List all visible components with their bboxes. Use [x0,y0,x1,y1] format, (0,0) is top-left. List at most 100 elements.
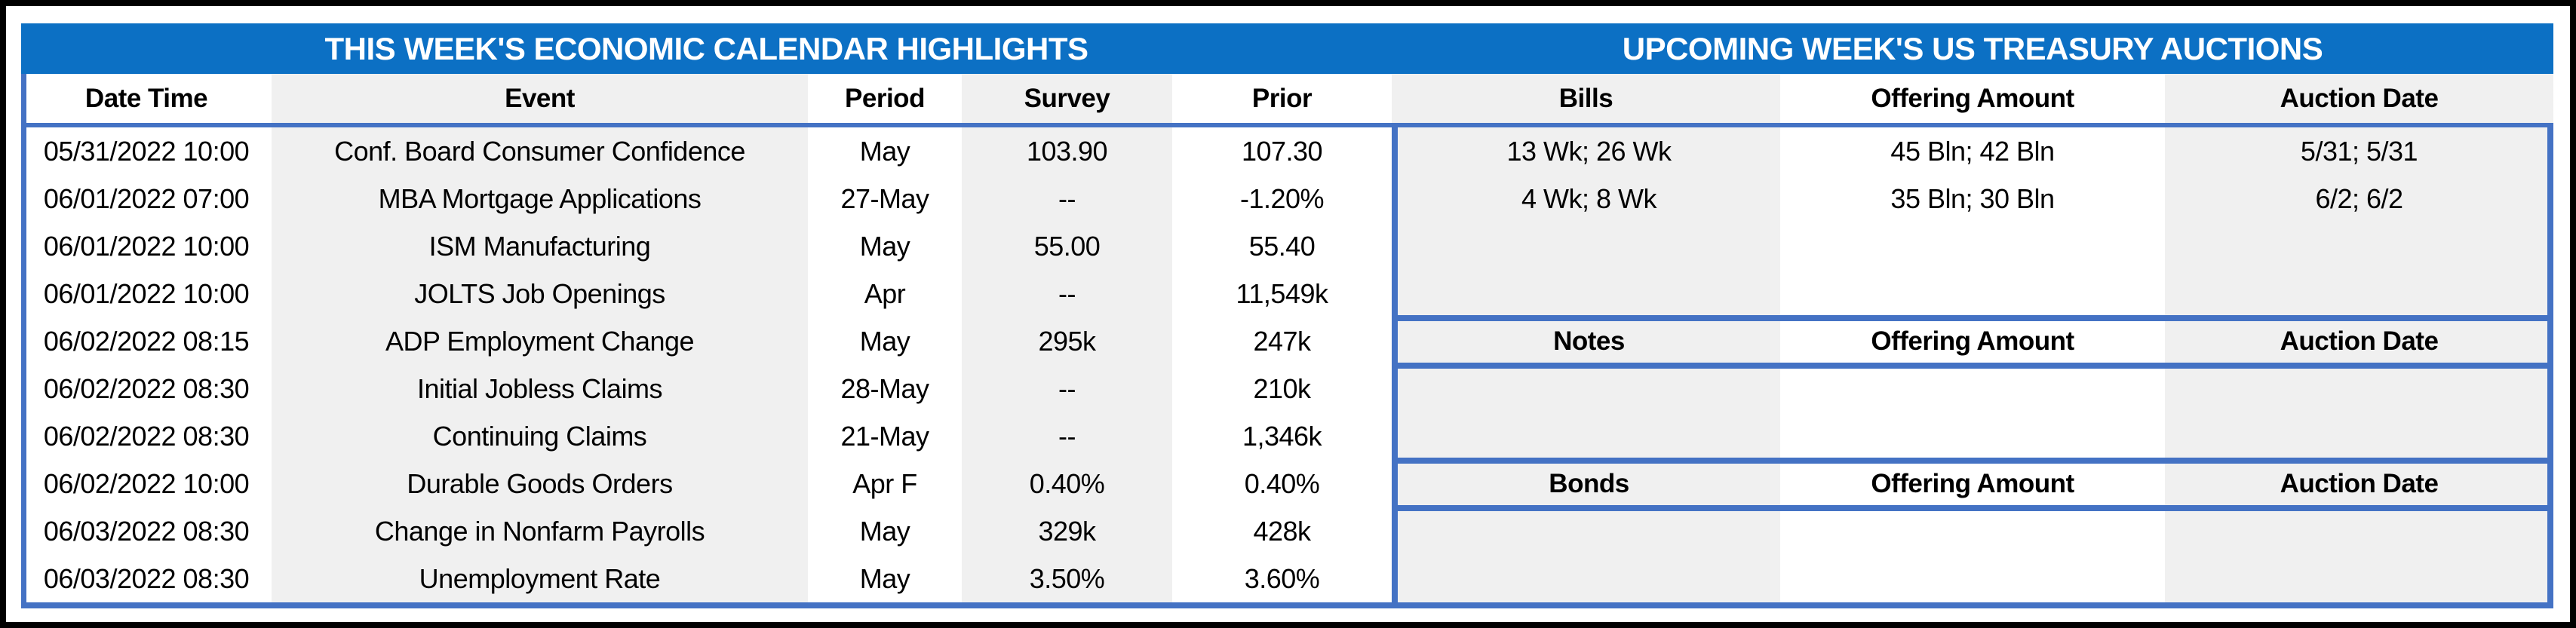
economic-calendar-grid: 05/31/2022 10:00 Conf. Board Consumer Co… [21,127,1392,602]
column-header-row: Date Time Event Period Survey Prior Bill… [21,74,2553,123]
prior-cell: 210k [1172,365,1392,412]
empty-cell [2165,270,2553,317]
prior-cell: 11,549k [1172,270,1392,317]
period-cell: May [808,127,962,175]
event-cell: Continuing Claims [272,412,808,460]
empty-cell [1398,365,1780,412]
survey-cell: -- [962,175,1172,222]
notes-auction-date-header: Auction Date [2165,317,2553,365]
treasury-auctions-grid: 13 Wk; 26 Wk 45 Bln; 42 Bln 5/31; 5/31 4… [1398,127,2553,602]
event-cell: JOLTS Job Openings [272,270,808,317]
bonds-auction-date-header: Auction Date [2165,460,2553,507]
header-event: Event [272,74,808,123]
empty-cell [1398,222,1780,270]
header-offering-amount: Offering Amount [1780,74,2165,123]
header-survey: Survey [962,74,1172,123]
survey-cell: -- [962,270,1172,317]
date-time-cell: 06/02/2022 10:00 [21,460,272,507]
prior-cell: 1,346k [1172,412,1392,460]
header-bills: Bills [1392,74,1780,123]
bills-security-cell: 4 Wk; 8 Wk [1398,175,1780,222]
bills-date-cell: 5/31; 5/31 [2165,127,2553,175]
period-cell: May [808,555,962,602]
period-cell: May [808,222,962,270]
survey-cell: -- [962,365,1172,412]
empty-cell [1398,507,1780,555]
notes-offering-amount-header: Offering Amount [1780,317,2165,365]
survey-cell: -- [962,412,1172,460]
survey-cell: 0.40% [962,460,1172,507]
period-cell: Apr [808,270,962,317]
bonds-offering-amount-header: Offering Amount [1780,460,2165,507]
date-time-cell: 06/01/2022 10:00 [21,270,272,317]
survey-cell: 103.90 [962,127,1172,175]
event-cell: ADP Employment Change [272,317,808,365]
bonds-section-bottom-line [1392,505,2553,511]
header-divider-line [21,123,2553,127]
event-cell: Initial Jobless Claims [272,365,808,412]
bonds-section-label: Bonds [1398,460,1780,507]
empty-cell [1780,270,2165,317]
date-time-cell: 05/31/2022 10:00 [21,127,272,175]
period-cell: May [808,507,962,555]
empty-cell [1398,412,1780,460]
bonds-section-top-line [1392,458,2553,464]
survey-cell: 3.50% [962,555,1172,602]
event-cell: Change in Nonfarm Payrolls [272,507,808,555]
calendar-title: THIS WEEK'S ECONOMIC CALENDAR HIGHLIGHTS [324,30,1089,66]
prior-cell: 247k [1172,317,1392,365]
survey-cell: 55.00 [962,222,1172,270]
period-cell: Apr F [808,460,962,507]
empty-cell [2165,412,2553,460]
empty-cell [2165,222,2553,270]
empty-cell [1398,555,1780,602]
event-cell: MBA Mortgage Applications [272,175,808,222]
survey-cell: 329k [962,507,1172,555]
date-time-cell: 06/02/2022 08:30 [21,412,272,460]
prior-cell: 428k [1172,507,1392,555]
table-left-border [21,74,26,608]
event-cell: ISM Manufacturing [272,222,808,270]
prior-cell: 55.40 [1172,222,1392,270]
notes-section-label: Notes [1398,317,1780,365]
date-time-cell: 06/01/2022 10:00 [21,222,272,270]
empty-cell [1780,222,2165,270]
header-prior: Prior [1172,74,1392,123]
date-time-cell: 06/03/2022 08:30 [21,507,272,555]
survey-cell: 295k [962,317,1172,365]
table-bottom-line [21,602,2553,608]
prior-cell: -1.20% [1172,175,1392,222]
date-time-cell: 06/01/2022 07:00 [21,175,272,222]
date-time-cell: 06/02/2022 08:30 [21,365,272,412]
empty-cell [2165,365,2553,412]
notes-section-top-line [1392,315,2553,321]
event-cell: Conf. Board Consumer Confidence [272,127,808,175]
period-cell: May [808,317,962,365]
prior-cell: 0.40% [1172,460,1392,507]
empty-cell [1780,507,2165,555]
bills-security-cell: 13 Wk; 26 Wk [1398,127,1780,175]
empty-cell [1398,270,1780,317]
auctions-title: UPCOMING WEEK'S US TREASURY AUCTIONS [1622,30,2323,66]
empty-cell [1780,365,2165,412]
period-cell: 21-May [808,412,962,460]
header-auction-date: Auction Date [2165,74,2553,123]
date-time-cell: 06/03/2022 08:30 [21,555,272,602]
event-cell: Unemployment Rate [272,555,808,602]
period-cell: 27-May [808,175,962,222]
empty-cell [1780,412,2165,460]
header-period: Period [808,74,962,123]
prior-cell: 107.30 [1172,127,1392,175]
title-band: THIS WEEK'S ECONOMIC CALENDAR HIGHLIGHTS… [21,23,2553,74]
period-cell: 28-May [808,365,962,412]
date-time-cell: 06/02/2022 08:15 [21,317,272,365]
prior-cell: 3.60% [1172,555,1392,602]
bills-offering-cell: 45 Bln; 42 Bln [1780,127,2165,175]
header-date-time: Date Time [21,74,272,123]
bills-offering-cell: 35 Bln; 30 Bln [1780,175,2165,222]
event-cell: Durable Goods Orders [272,460,808,507]
empty-cell [2165,555,2553,602]
empty-cell [2165,507,2553,555]
notes-section-bottom-line [1392,363,2553,369]
